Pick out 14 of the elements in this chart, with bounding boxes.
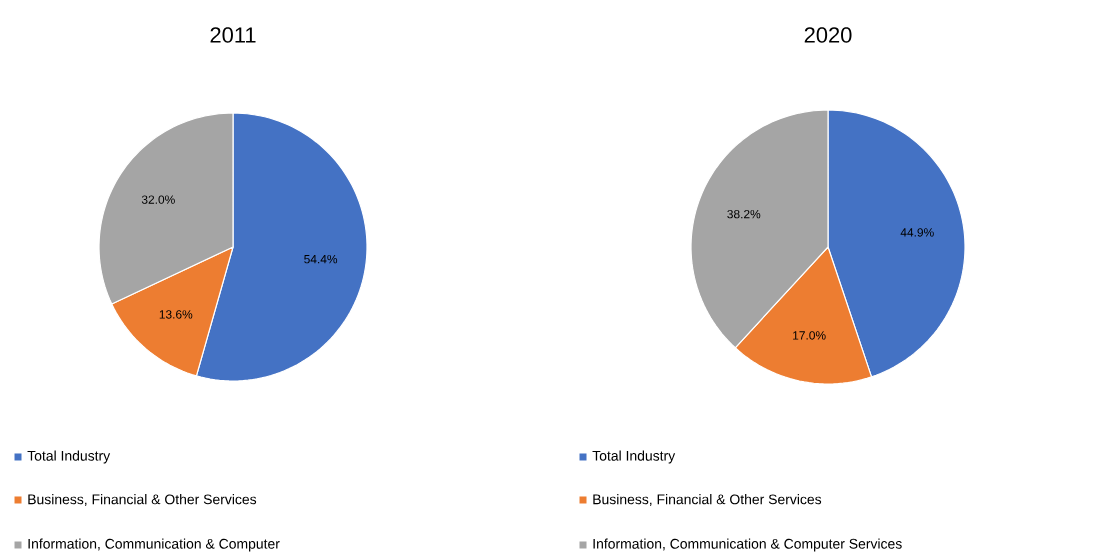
data-label: 38.2% [727, 209, 761, 219]
legend-label: Business, Financial & Other Services [28, 494, 257, 506]
chart-title: 2020 [804, 27, 852, 43]
legend-label: Information, Communication & Computer [28, 538, 280, 552]
data-label: 13.6% [159, 310, 193, 319]
legend-label: Total Industry [592, 450, 676, 464]
data-label: 17.0% [793, 331, 826, 340]
legend-label: Information, Communication & Computer Services [593, 538, 902, 552]
chart-title: 2011 [210, 27, 256, 43]
data-label: 32.0% [141, 195, 175, 204]
data-label: 54.4% [304, 254, 338, 264]
data-label: 44.9% [900, 228, 934, 237]
legend-label: Business, Financial & Other Services [593, 494, 822, 506]
legend-label: Total Industry [27, 450, 111, 464]
